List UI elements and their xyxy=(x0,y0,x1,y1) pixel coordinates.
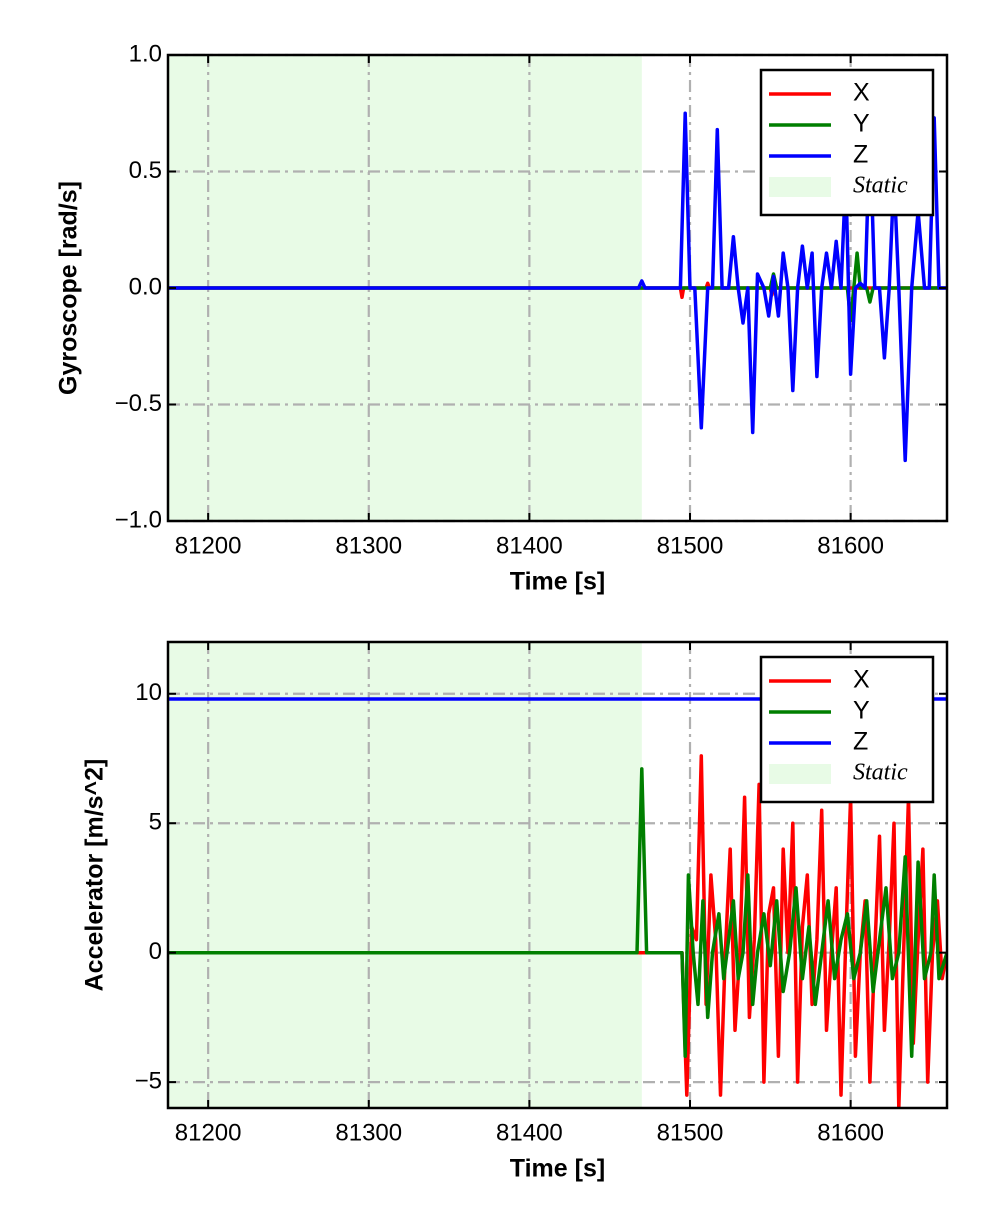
y-axis-title: Gyroscope [rad/s] xyxy=(55,181,83,395)
x-tick-label: 81200 xyxy=(175,1119,242,1146)
x-tick-label: 81400 xyxy=(496,532,563,559)
y-tick-label: 0.5 xyxy=(129,157,162,184)
legend-label-z: Z xyxy=(853,728,868,756)
y-axis-title: Accelerator [m/s^2] xyxy=(81,759,109,992)
series-line-x xyxy=(168,754,947,1108)
y-tick-label: −5 xyxy=(135,1067,162,1094)
x-tick-label: 81500 xyxy=(657,1119,724,1146)
y-tick-label: 0.0 xyxy=(129,273,162,300)
x-tick-label: 81400 xyxy=(496,1119,563,1146)
x-tick-label: 81300 xyxy=(335,532,402,559)
legend: XYZ Static xyxy=(759,655,935,804)
legend-swatch-static xyxy=(769,177,831,197)
y-tick-label: −1.0 xyxy=(115,506,162,533)
legend: XYZ Static xyxy=(759,68,935,217)
legend-label-y: Y xyxy=(853,110,870,138)
legend-label-x: X xyxy=(853,666,870,694)
y-tick-label: 0 xyxy=(149,938,162,965)
x-tick-label: 81200 xyxy=(175,532,242,559)
chart-panel-1: 81200 81300 81400 81500 81600 −1.0 −0.5 0.0 0.5 1… xyxy=(55,40,949,596)
y-tick-label: 1.0 xyxy=(129,40,162,67)
legend-label-static: Static xyxy=(853,760,908,786)
y-tick-label: 10 xyxy=(135,679,162,706)
legend-label-static: Static xyxy=(853,173,908,199)
legend-label-z: Z xyxy=(853,141,868,169)
chart-panel-2: 81200 81300 81400 81500 81600 −5 0 5 10 Time [s] A… xyxy=(81,640,949,1183)
legend-label-x: X xyxy=(853,79,870,107)
x-tick-label: 81300 xyxy=(335,1119,402,1146)
y-tick-label: 5 xyxy=(149,809,162,836)
x-tick-label: 81600 xyxy=(817,532,884,559)
x-axis-title: Time [s] xyxy=(510,568,605,596)
legend-swatch-static xyxy=(769,764,831,784)
x-axis-title: Time [s] xyxy=(510,1155,605,1183)
x-tick-label: 81500 xyxy=(657,532,724,559)
plot-frame xyxy=(166,640,949,1110)
legend-label-y: Y xyxy=(853,697,870,725)
static-region xyxy=(168,642,642,1108)
y-tick-label: −0.5 xyxy=(115,390,162,417)
series-line-y xyxy=(168,767,947,1058)
x-tick-label: 81600 xyxy=(817,1119,884,1146)
